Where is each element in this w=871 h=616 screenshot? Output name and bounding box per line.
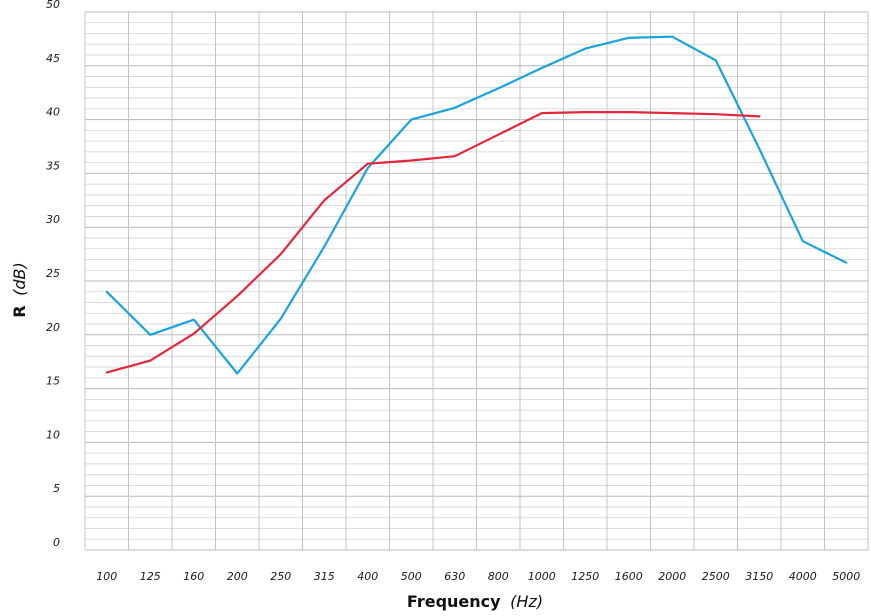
y-tick-label: 45 <box>46 52 60 65</box>
y-tick-label: 5 <box>53 482 60 495</box>
y-tick-label: 25 <box>46 267 60 280</box>
y-tick-label: 10 <box>46 428 60 441</box>
x-tick-label: 2000 <box>658 570 686 583</box>
x-tick-label: 3150 <box>745 570 773 583</box>
x-tick-label: 4000 <box>789 570 817 583</box>
grid <box>84 11 869 551</box>
x-axis-label-text: Frequency <box>407 592 501 611</box>
y-tick-label: 0 <box>53 536 60 549</box>
x-tick-label: 630 <box>444 570 465 583</box>
y-tick-label: 35 <box>46 159 60 172</box>
x-tick-label: 400 <box>357 570 378 583</box>
x-tick-label: 1250 <box>571 570 599 583</box>
x-tick-label: 2500 <box>702 570 730 583</box>
series-line-1 <box>105 35 848 375</box>
x-tick-label: 160 <box>183 570 204 583</box>
x-tick-label: 100 <box>96 570 117 583</box>
x-axis-unit: (Hz) <box>510 592 543 611</box>
y-tick-label: 20 <box>46 321 60 334</box>
y-axis-unit: (dB) <box>10 262 29 296</box>
y-tick-label: 50 <box>46 0 60 11</box>
x-tick-label: 500 <box>401 570 422 583</box>
x-tick-label: 200 <box>227 570 248 583</box>
x-tick-label: 125 <box>140 570 161 583</box>
x-tick-label: 800 <box>488 570 509 583</box>
series-lines <box>105 35 848 375</box>
x-tick-label: 250 <box>270 570 291 583</box>
x-tick-label: 315 <box>314 570 335 583</box>
x-tick-label: 1000 <box>528 570 556 583</box>
series-line-2 <box>105 110 761 374</box>
y-tick-label: 15 <box>46 375 60 388</box>
y-axis-label-text: R <box>10 305 29 317</box>
x-axis-label: Frequency (Hz) <box>407 592 543 611</box>
x-tick-label: 5000 <box>832 570 860 583</box>
y-tick-label: 40 <box>46 106 60 119</box>
x-tick-label: 1600 <box>615 570 643 583</box>
y-axis-ticks: 0 5 10 15 20 25 30 35 40 45 50 <box>46 0 60 549</box>
y-tick-label: 30 <box>46 213 60 226</box>
y-axis-label: R (dB) <box>10 262 29 318</box>
x-axis-ticks: 100 125 160 200 250 315 400 500 630 800 1000 1250 16… <box>96 570 860 583</box>
